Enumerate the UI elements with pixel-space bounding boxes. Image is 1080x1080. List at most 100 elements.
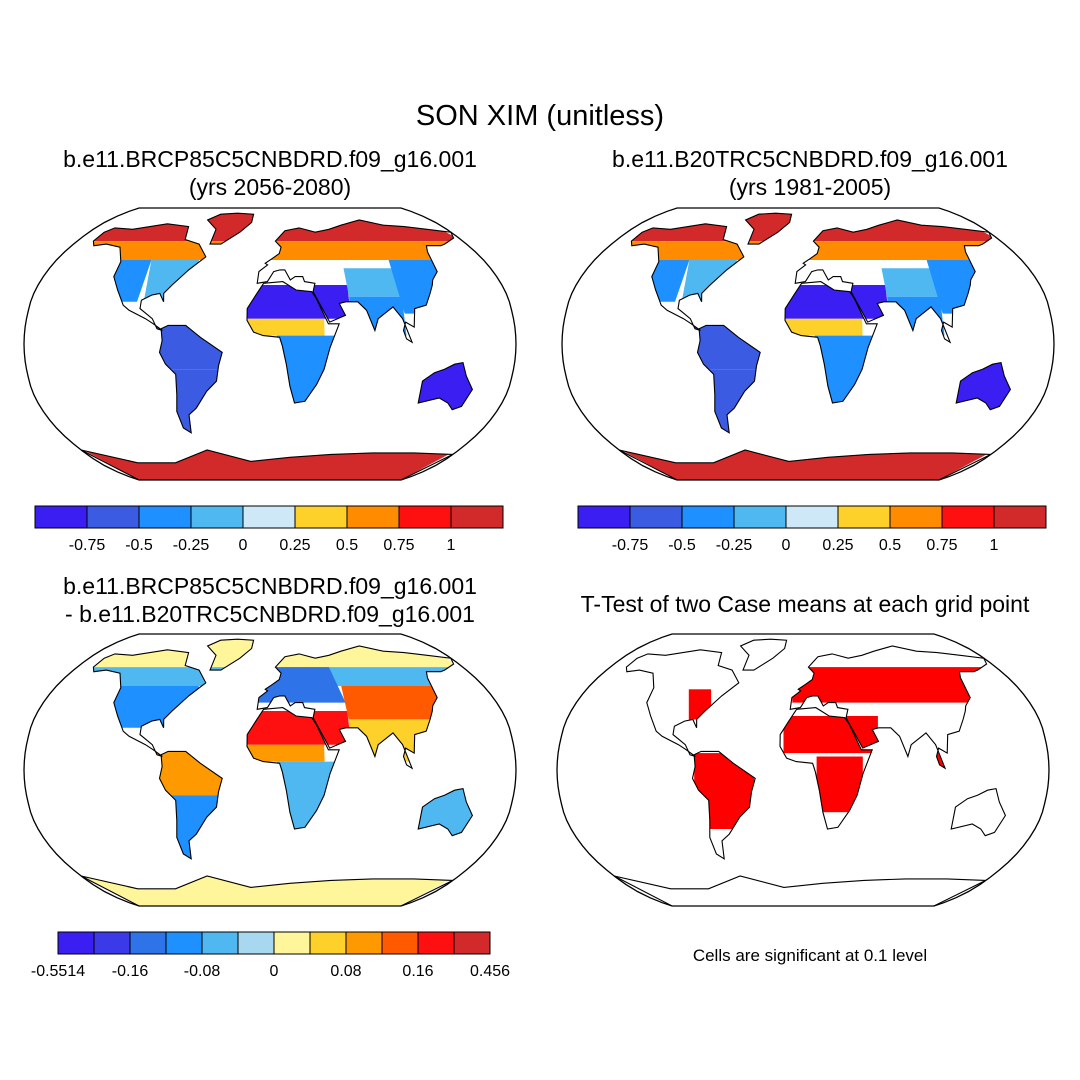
panel1-colorbar-tick-label: 0.25 [279,537,310,554]
panel3-colorbar-box [417,931,455,955]
panel3-colorbar-box [129,931,167,955]
panel2-colorbar-tick-label: 0.75 [926,537,957,554]
panel4-coast-africa [779,707,874,830]
panel2-colorbar-box [785,505,839,529]
panel2-ocean [562,208,1054,480]
panel3-colorbar-tick-label: 0.08 [330,963,361,980]
panel2-coast-namerica [630,223,745,332]
panel1-coast-greenland [206,212,255,245]
panel3-title: b.e11.BRCP85C5CNBDRD.f09_g16.001 - b.e11… [20,572,520,628]
panel3-region-sahara [242,711,352,745]
panel1-colorbar-box [450,505,504,529]
panel1-coast-namerica [92,223,207,332]
panel4-coast-australia [950,787,1007,837]
panel3-coast-greenland [206,638,255,671]
panel2-colorbar-box [941,505,995,529]
panel1-region-sahel [242,318,325,336]
panel4-sig-europe-asia [792,667,992,703]
panel1-colorbar-tick-label: 0 [239,537,248,554]
panel3-colorbar-tick-label: 0 [270,963,279,980]
panel2-colorbar-tick-label: 1 [990,537,999,554]
panel2-colorbar-tick-label: -0.25 [716,537,753,554]
panel4-coast-namerica [625,649,740,758]
panel1-colorbar-tick-label: -0.75 [69,537,106,554]
panel3-coast-africa [246,707,341,830]
panel1-colorbar-tick-label: -0.25 [173,537,210,554]
panel1-coast-australia [417,361,474,411]
panel2-map [561,207,1055,481]
figure-title: SON XIM (unitless) [415,100,665,132]
panel1-region-sahara [242,285,352,319]
panel3-colorbar-box [93,931,131,955]
panel1-colorbar-box [34,505,88,529]
panel2-colorbar-box [733,505,787,529]
panel3-colorbar-box [345,931,383,955]
panel4-ocean [557,634,1049,906]
panel2-colorbar-box [889,505,943,529]
panel3-colorbar-box [201,931,239,955]
panel4-title: T-Test of two Case means at each grid po… [545,590,1065,618]
panel3-colorbar-tick-label: 0.456 [470,963,510,980]
panel4-coast-greenland [739,638,788,671]
panel3-coast-australia [417,787,474,837]
panel3-colorbar-box [309,931,347,955]
panel2-coast-eurasia [794,219,993,344]
panel2-coast-africa [784,281,879,404]
panel3-map-border [23,633,517,907]
panel1-colorbar-tick-label: 0.75 [383,537,414,554]
panel3-coast-samerica [158,750,223,860]
panel4-coast-samerica [691,750,756,860]
panel1-colorbar-box [346,505,400,529]
panel2-map-border [561,207,1055,481]
panel2-colorbar-box [577,505,631,529]
panel1-colorbar-tick-label: 0.5 [336,537,358,554]
panel1-map-border [23,207,517,481]
panel1-colorbar-box [86,505,140,529]
panel2-title: b.e11.B20TRC5CNBDRD.f09_g16.001 (yrs 198… [560,145,1060,201]
panel1-colorbar-box [242,505,296,529]
panel4-map-border [556,633,1050,907]
panel1-colorbar-box [190,505,244,529]
panel3-coast-eurasia [256,645,455,770]
panel2-title-line1: b.e11.B20TRC5CNBDRD.f09_g16.001 [612,146,1008,172]
panel1-coast-africa [246,281,341,404]
panel3-region-sahel [242,744,325,762]
panel1-map [23,207,517,481]
panel1-colorbar-box [138,505,192,529]
panel3-colorbar-box [273,931,311,955]
panel3-title-line2: - b.e11.B20TRC5CNBDRD.f09_g16.001 [65,601,475,627]
panel3-colorbar-tick-label: 0.16 [402,963,433,980]
panel1-coast-eurasia [256,219,455,344]
panel1-colorbar: -0.75 -0.5 -0.25 0 0.25 0.5 0.75 1 [34,505,504,554]
panel1-title-line1: b.e11.BRCP85C5CNBDRD.f09_g16.001 [63,146,477,172]
panel4-map [556,633,1050,907]
panel2-colorbar-tick-label: 0.5 [879,537,901,554]
panel3-colorbar-tick-label: -0.16 [112,963,149,980]
panel1-title: b.e11.BRCP85C5CNBDRD.f09_g16.001 (yrs 20… [20,145,520,201]
significance-note: Cells are significant at 0.1 level [692,946,928,965]
panel1-colorbar-box [398,505,452,529]
panel1-ocean [24,208,516,480]
panel1-coast-samerica [158,324,223,434]
panel3-colorbar-tick-label: -0.08 [184,963,221,980]
panel3-ocean [24,634,516,906]
panel4-title-line1: T-Test of two Case means at each grid po… [580,591,1030,617]
panel2-colorbar-tick-label: 0.25 [822,537,853,554]
panel2-colorbar-box [629,505,683,529]
panel2-title-line2: (yrs 1981-2005) [728,174,892,200]
panel2-coast-greenland [744,212,793,245]
panel2-region-sahara [780,285,890,319]
panel3-coast-namerica [92,649,207,758]
panel3-region-central-asia [341,686,454,720]
panel2-colorbar-box [681,505,735,529]
panel1-colorbar-tick-label: 1 [447,537,456,554]
panel2-colorbar-tick-label: -0.75 [612,537,649,554]
panel2-colorbar-tick-label: -0.5 [668,537,696,554]
panel2-coast-samerica [696,324,761,434]
panel2-colorbar-tick-label: 0 [782,537,791,554]
panel2-colorbar-box [993,505,1047,529]
panel2-colorbar: -0.75 -0.5 -0.25 0 0.25 0.5 0.75 1 [577,505,1047,554]
panel3-title-line1: b.e11.BRCP85C5CNBDRD.f09_g16.001 [63,573,477,599]
panel3-map [23,633,517,907]
panel1-colorbar-box [294,505,348,529]
